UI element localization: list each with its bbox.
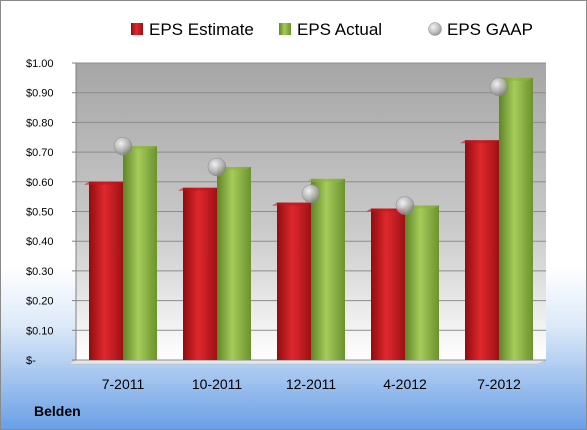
x-tick-label: 7-2011 xyxy=(102,376,145,392)
bar-top-eps-estimate-7-2011 xyxy=(84,181,123,185)
marker-eps-gaap-7-2012 xyxy=(489,77,509,97)
chart-legend: EPS Estimate EPS Actual EPS GAAP xyxy=(131,20,533,39)
x-tick-label: 12-2011 xyxy=(286,376,337,392)
bar-eps-actual-7-2012 xyxy=(499,77,533,360)
marker-eps-gaap-7-2011 xyxy=(113,136,133,156)
bar-eps-estimate-4-2012 xyxy=(371,208,405,360)
bar-eps-estimate-12-2011 xyxy=(277,202,311,360)
bar-eps-actual-10-2011 xyxy=(217,166,251,360)
y-tick-label: $1.00 xyxy=(26,58,54,70)
y-tick-label: $0.80 xyxy=(26,117,54,129)
legend-swatch-eps-actual xyxy=(279,23,291,35)
company-label: Belden xyxy=(34,403,81,419)
bar-eps-actual-12-2011 xyxy=(311,178,345,360)
bar-eps-actual-7-2011 xyxy=(123,146,157,360)
bar-eps-estimate-7-2011 xyxy=(89,181,123,360)
bar-top-eps-estimate-7-2012 xyxy=(460,140,499,144)
x-tick-label: 7-2012 xyxy=(477,376,521,392)
bar-top-eps-estimate-12-2011 xyxy=(272,202,311,206)
plot-area: $- $0.10 $0.20 $0.30 $0.40 $0.50 $0.60 $0.70 $0.… xyxy=(26,58,547,392)
legend-label-eps-gaap: EPS GAAP xyxy=(447,20,533,39)
legend-swatch-eps-estimate xyxy=(131,23,143,35)
marker-eps-gaap-4-2012 xyxy=(395,196,415,215)
legend-label-eps-estimate: EPS Estimate xyxy=(149,20,254,39)
y-tick-label: $0.90 xyxy=(26,88,54,100)
plot-floor xyxy=(67,359,547,365)
bar-eps-actual-4-2012 xyxy=(405,205,439,360)
y-tick-label: $0.60 xyxy=(26,177,54,189)
y-tick-label: $0.70 xyxy=(26,147,54,159)
y-tick-label: $0.30 xyxy=(26,266,54,278)
bar-top-eps-actual-12-2011 xyxy=(306,178,345,182)
y-tick-label: $0.10 xyxy=(26,325,54,337)
y-tick-label: $0.40 xyxy=(26,236,54,248)
legend-marker-eps-gaap xyxy=(428,22,442,36)
y-tick-label: $- xyxy=(26,355,36,367)
bar-top-eps-estimate-4-2012 xyxy=(366,208,405,212)
bar-eps-estimate-7-2012 xyxy=(465,140,499,360)
x-tick-label: 10-2011 xyxy=(192,376,243,392)
y-tick-label: $0.20 xyxy=(26,296,54,308)
marker-eps-gaap-12-2011 xyxy=(301,184,321,203)
bar-eps-estimate-10-2011 xyxy=(183,187,217,360)
bar-top-eps-estimate-10-2011 xyxy=(178,187,217,191)
x-tick-label: 4-2012 xyxy=(383,376,427,392)
legend-label-eps-actual: EPS Actual xyxy=(297,20,382,39)
y-tick-label: $0.50 xyxy=(26,207,54,219)
marker-eps-gaap-10-2011 xyxy=(207,157,227,177)
